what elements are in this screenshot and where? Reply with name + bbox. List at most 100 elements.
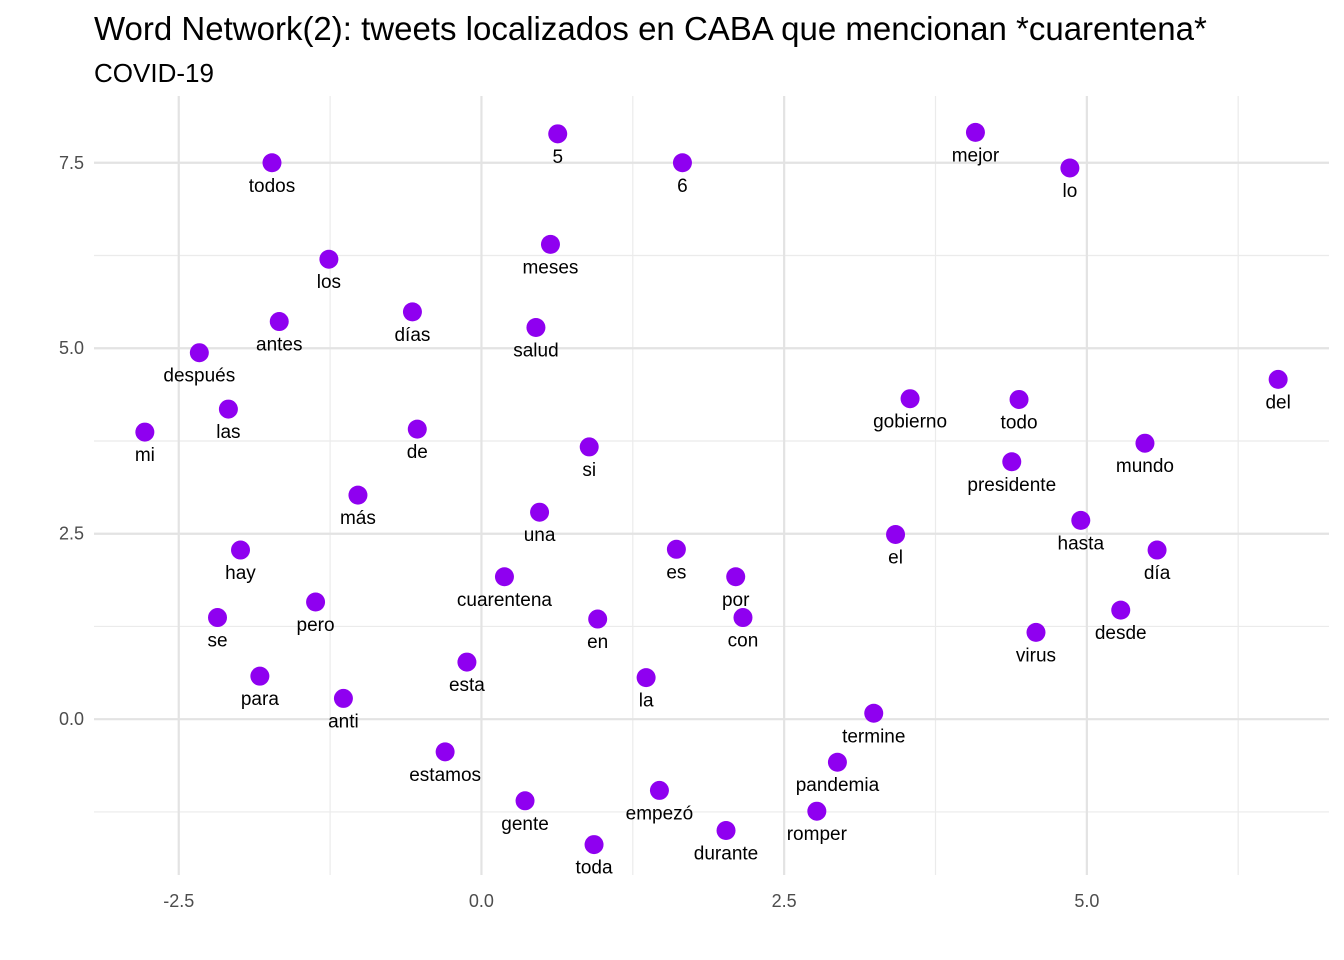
data-point — [1009, 389, 1029, 409]
data-point — [407, 419, 427, 439]
point-label: estamos — [409, 765, 481, 786]
point-label: las — [216, 422, 240, 443]
data-point — [135, 422, 155, 442]
labels-layer: todos 5 6 mejor lo los meses antes días salud desp… — [135, 145, 1291, 878]
data-point — [540, 234, 560, 254]
data-point — [827, 752, 847, 772]
point-label: esta — [449, 675, 485, 696]
data-point — [1135, 433, 1155, 453]
point-label: una — [524, 525, 556, 546]
x-tick-label: 0.0 — [469, 891, 494, 911]
point-label: virus — [1016, 645, 1056, 666]
point-label: mejor — [952, 145, 1000, 166]
point-label: todo — [1001, 412, 1038, 433]
point-label: más — [340, 508, 376, 529]
point-label: días — [394, 325, 430, 346]
data-point — [231, 540, 251, 560]
data-point — [348, 485, 368, 505]
y-tick-label: 0.0 — [59, 709, 84, 729]
point-label: cuarentena — [457, 590, 553, 611]
minor-gridlines — [94, 96, 1329, 875]
point-label: para — [241, 689, 279, 710]
data-point — [269, 312, 289, 332]
point-label: es — [666, 562, 686, 583]
data-point — [250, 666, 270, 686]
axis-ticks: -2.5 0.0 2.5 5.0 0.0 2.5 5.0 7.5 — [59, 153, 1099, 911]
y-tick-label: 5.0 — [59, 338, 84, 358]
point-label: salud — [513, 340, 558, 361]
data-point — [262, 153, 282, 173]
major-gridlines — [94, 96, 1329, 875]
point-label: meses — [522, 257, 578, 278]
data-point — [435, 742, 455, 762]
data-point — [965, 122, 985, 142]
points-layer — [135, 122, 1288, 855]
point-label: 6 — [677, 176, 688, 197]
point-label: mi — [135, 445, 155, 466]
point-label: romper — [787, 824, 848, 845]
data-point — [1147, 540, 1167, 560]
point-label: hasta — [1058, 533, 1105, 554]
data-point — [189, 343, 209, 363]
data-point — [548, 124, 568, 144]
data-point — [1060, 158, 1080, 178]
data-point — [733, 608, 753, 628]
data-point — [333, 688, 353, 708]
x-tick-label: -2.5 — [163, 891, 194, 911]
data-point — [494, 567, 514, 587]
point-label: si — [582, 460, 596, 481]
data-point — [218, 399, 238, 419]
point-label: gente — [501, 814, 549, 835]
point-label: el — [888, 547, 903, 568]
data-point — [864, 703, 884, 723]
point-label: toda — [576, 858, 613, 879]
data-point — [636, 668, 656, 688]
data-point — [1111, 600, 1131, 620]
data-point — [1026, 622, 1046, 642]
point-label: 5 — [552, 147, 563, 168]
point-label: todos — [249, 176, 295, 197]
point-label: por — [722, 590, 750, 611]
point-label: gobierno — [873, 412, 947, 433]
point-label: termine — [842, 726, 905, 747]
data-point — [726, 567, 746, 587]
data-point — [1268, 369, 1288, 389]
point-label: después — [163, 366, 235, 387]
point-label: anti — [328, 711, 359, 732]
point-label: día — [1144, 563, 1171, 584]
data-point — [672, 153, 692, 173]
data-point — [716, 820, 736, 840]
point-label: presidente — [967, 475, 1056, 496]
data-point — [530, 502, 550, 522]
data-point — [584, 835, 604, 855]
point-label: los — [317, 272, 341, 293]
point-label: en — [587, 632, 608, 653]
point-label: desde — [1095, 623, 1147, 644]
point-label: con — [728, 631, 759, 652]
point-label: durante — [694, 843, 758, 864]
point-label: la — [639, 691, 654, 712]
y-tick-label: 7.5 — [59, 153, 84, 173]
data-point — [1071, 510, 1091, 530]
point-label: pero — [297, 615, 335, 636]
data-point — [579, 437, 599, 457]
point-label: antes — [256, 335, 302, 356]
point-label: mundo — [1116, 456, 1174, 477]
data-point — [900, 389, 920, 409]
point-label: lo — [1062, 181, 1077, 202]
data-point — [402, 302, 422, 322]
data-point — [649, 780, 669, 800]
data-point — [319, 249, 339, 269]
point-label: hay — [225, 563, 256, 584]
point-label: pandemia — [796, 775, 880, 796]
y-tick-label: 2.5 — [59, 524, 84, 544]
data-point — [886, 524, 906, 544]
x-tick-label: 5.0 — [1074, 891, 1099, 911]
point-label: se — [207, 631, 227, 652]
data-point — [807, 801, 827, 821]
data-point — [306, 592, 326, 612]
data-point — [208, 608, 227, 628]
point-label: de — [407, 442, 428, 463]
point-label: del — [1265, 392, 1290, 413]
